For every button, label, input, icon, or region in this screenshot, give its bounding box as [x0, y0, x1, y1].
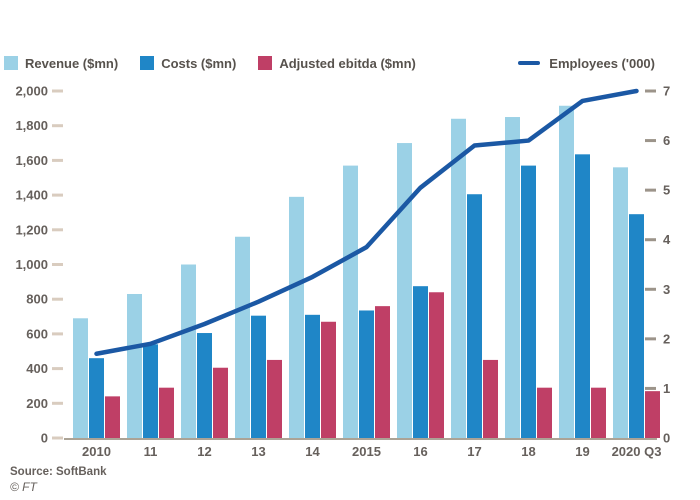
revenue-swatch-icon: [4, 56, 18, 70]
bar-costs-17: [467, 194, 482, 438]
bar-costs-16: [413, 286, 428, 438]
bar-costs-2010: [89, 358, 104, 438]
left-axis-label: 1,400: [15, 188, 48, 203]
x-axis-label: 17: [467, 444, 481, 459]
left-axis-label: 800: [26, 292, 48, 307]
right-axis-label: 2: [663, 331, 670, 346]
bar-adjusted-11: [159, 387, 174, 438]
left-axis-label: 2,000: [15, 84, 48, 99]
bar-revenue-14: [289, 196, 304, 438]
bar-revenue-18: [505, 117, 520, 439]
legend-item-revenue: Revenue ($mn): [4, 56, 118, 71]
right-axis-label: 5: [663, 183, 670, 198]
bar-revenue-2020-Q3: [613, 167, 628, 438]
x-axis-label: 19: [575, 444, 589, 459]
left-axis-label: 200: [26, 396, 48, 411]
bar-adjusted-19: [591, 387, 606, 438]
bar-revenue-2010: [73, 318, 88, 438]
x-axis-label: 2010: [82, 444, 111, 459]
left-axis-label: 1,800: [15, 118, 48, 133]
chart-legend: Revenue ($mn) Costs ($mn) Adjusted ebitd…: [4, 54, 700, 72]
bar-adjusted-13: [267, 359, 282, 438]
left-axis-label: 600: [26, 326, 48, 341]
legend-item-employees: Employees ('000): [518, 56, 655, 71]
legend-label-employees: Employees ('000): [549, 55, 655, 71]
right-axis-label: 6: [663, 133, 670, 148]
bar-revenue-19: [559, 105, 574, 438]
employees-line: [94, 88, 639, 356]
bar-adjusted-16: [429, 292, 444, 438]
bar-adjusted-12: [213, 367, 228, 438]
x-axis-label: 11: [144, 444, 158, 459]
x-axis-label: 2020 Q3: [612, 444, 662, 459]
employees-line-swatch-icon: [518, 61, 541, 65]
chart-footer: Source: SoftBank © FT: [10, 466, 107, 494]
bar-costs-18: [521, 165, 536, 439]
bar-revenue-17: [451, 118, 466, 438]
bar-adjusted-18: [537, 387, 552, 438]
bar-costs-19: [575, 154, 590, 438]
right-axis-label: 1: [663, 381, 670, 396]
right-axis-label: 3: [663, 282, 670, 297]
bar-adjusted-17: [483, 359, 498, 438]
left-axis-label: 400: [26, 361, 48, 376]
x-axis-label: 2015: [352, 444, 381, 459]
bar-costs-2015: [359, 310, 374, 438]
right-axis-label: 0: [663, 431, 670, 446]
bar-revenue-11: [127, 293, 142, 438]
bar-revenue-2015: [343, 165, 358, 439]
x-axis-label: 16: [413, 444, 427, 459]
left-axis-label: 1,000: [15, 257, 48, 272]
x-axis-label: 13: [251, 444, 265, 459]
ft-copyright-text: © FT: [10, 480, 37, 494]
legend-label-ebitda: Adjusted ebitda ($mn): [279, 55, 416, 71]
bar-adjusted-2010: [105, 396, 120, 438]
right-axis-label: 4: [663, 232, 671, 247]
bar-adjusted-2015: [375, 306, 390, 438]
bar-costs-11: [143, 344, 158, 438]
x-axis-label: 12: [197, 444, 211, 459]
bar-costs-2020-Q3: [629, 214, 644, 438]
left-axis-label: 0: [41, 431, 48, 446]
x-axis-label: 14: [305, 444, 320, 459]
bar-costs-12: [197, 333, 212, 438]
bar-revenue-16: [397, 143, 412, 439]
left-axis-label: 1,200: [15, 222, 48, 237]
bar-revenue-13: [235, 236, 250, 438]
ebitda-swatch-icon: [258, 56, 273, 70]
bar-adjusted-14: [321, 321, 336, 438]
bar-costs-13: [251, 315, 266, 438]
right-axis-label: 7: [663, 84, 670, 99]
left-axis-label: 1,600: [15, 153, 48, 168]
bar-costs-14: [305, 314, 320, 438]
bar-adjusted-2020-Q3: [645, 391, 660, 438]
x-axis-label: 18: [521, 444, 535, 459]
legend-label-revenue: Revenue ($mn): [25, 55, 119, 71]
legend-item-ebitda: Adjusted ebitda ($mn): [258, 56, 416, 71]
source-text: Source: SoftBank: [10, 466, 107, 478]
costs-swatch-icon: [140, 56, 155, 70]
legend-item-costs: Costs ($mn): [140, 56, 236, 71]
legend-label-costs: Costs ($mn): [161, 55, 237, 71]
bar-revenue-12: [181, 264, 196, 438]
